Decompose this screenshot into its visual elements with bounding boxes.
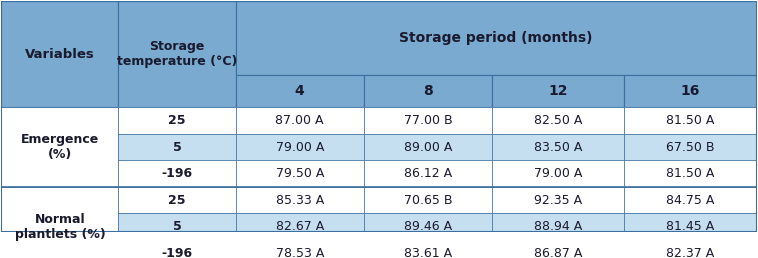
Bar xyxy=(625,107,756,134)
Bar xyxy=(364,213,492,240)
Text: 86.87 A: 86.87 A xyxy=(534,247,583,258)
Bar xyxy=(2,1,756,75)
Bar xyxy=(2,107,118,187)
Text: 70.65 B: 70.65 B xyxy=(404,194,453,207)
Text: 5: 5 xyxy=(173,220,181,233)
Bar xyxy=(625,213,756,240)
Bar xyxy=(492,187,625,213)
Bar xyxy=(492,107,625,134)
Text: 83.50 A: 83.50 A xyxy=(534,141,583,154)
Text: 89.46 A: 89.46 A xyxy=(404,220,453,233)
Bar xyxy=(364,187,492,213)
Text: 79.50 A: 79.50 A xyxy=(275,167,324,180)
Text: 84.75 A: 84.75 A xyxy=(666,194,715,207)
Bar xyxy=(364,134,492,160)
Text: 67.50 B: 67.50 B xyxy=(666,141,715,154)
Text: Normal
plantlets (%): Normal plantlets (%) xyxy=(14,213,105,240)
Bar xyxy=(625,75,756,107)
Text: 8: 8 xyxy=(423,84,433,98)
Bar xyxy=(492,160,625,187)
Text: 89.00 A: 89.00 A xyxy=(404,141,453,154)
Text: Storage period (months): Storage period (months) xyxy=(399,31,593,45)
Bar xyxy=(236,1,756,75)
Text: 79.00 A: 79.00 A xyxy=(275,141,324,154)
Bar xyxy=(364,107,492,134)
Text: 12: 12 xyxy=(549,84,568,98)
Text: -196: -196 xyxy=(161,247,193,258)
Text: 82.50 A: 82.50 A xyxy=(534,114,583,127)
Bar xyxy=(236,187,364,213)
Text: 88.94 A: 88.94 A xyxy=(534,220,582,233)
Text: 85.33 A: 85.33 A xyxy=(276,194,324,207)
Text: 82.37 A: 82.37 A xyxy=(666,247,715,258)
Text: 79.00 A: 79.00 A xyxy=(534,167,583,180)
Bar xyxy=(236,160,364,187)
Bar xyxy=(118,1,236,107)
Bar xyxy=(236,213,364,240)
Text: 25: 25 xyxy=(168,114,186,127)
Bar xyxy=(364,160,492,187)
Text: -196: -196 xyxy=(161,167,193,180)
Bar xyxy=(492,240,625,258)
Bar xyxy=(2,187,118,258)
Text: 4: 4 xyxy=(295,84,305,98)
Bar xyxy=(492,134,625,160)
Text: 78.53 A: 78.53 A xyxy=(275,247,324,258)
Text: 81.50 A: 81.50 A xyxy=(666,167,715,180)
Text: 92.35 A: 92.35 A xyxy=(534,194,582,207)
Bar xyxy=(118,107,236,134)
Bar xyxy=(118,134,236,160)
Text: Variables: Variables xyxy=(25,48,95,61)
Text: 81.50 A: 81.50 A xyxy=(666,114,715,127)
Bar xyxy=(118,187,236,213)
Text: 77.00 B: 77.00 B xyxy=(404,114,453,127)
Bar xyxy=(2,1,118,107)
Bar xyxy=(625,187,756,213)
Text: 81.45 A: 81.45 A xyxy=(666,220,715,233)
Bar xyxy=(236,240,364,258)
Bar xyxy=(625,240,756,258)
Bar xyxy=(625,160,756,187)
Bar xyxy=(118,213,236,240)
Text: 87.00 A: 87.00 A xyxy=(275,114,324,127)
Text: Emergence
(%): Emergence (%) xyxy=(20,133,99,161)
Bar xyxy=(364,240,492,258)
Bar xyxy=(118,160,236,187)
Bar xyxy=(364,75,492,107)
Text: 82.67 A: 82.67 A xyxy=(276,220,324,233)
Text: 86.12 A: 86.12 A xyxy=(404,167,453,180)
Text: 83.61 A: 83.61 A xyxy=(404,247,453,258)
Text: 5: 5 xyxy=(173,141,181,154)
Bar xyxy=(492,213,625,240)
Bar xyxy=(236,107,364,134)
Bar xyxy=(118,240,236,258)
Bar xyxy=(236,134,364,160)
Bar xyxy=(236,75,364,107)
Bar xyxy=(492,75,625,107)
Bar xyxy=(625,134,756,160)
Text: Storage
temperature (°C): Storage temperature (°C) xyxy=(117,40,237,68)
Text: 16: 16 xyxy=(681,84,700,98)
Text: 25: 25 xyxy=(168,194,186,207)
